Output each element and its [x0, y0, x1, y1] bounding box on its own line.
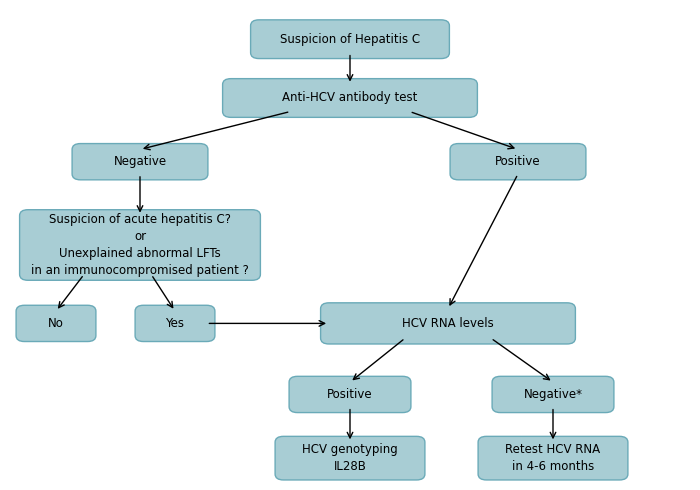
FancyBboxPatch shape [16, 305, 96, 342]
FancyBboxPatch shape [135, 305, 215, 342]
FancyBboxPatch shape [492, 376, 614, 413]
FancyBboxPatch shape [223, 78, 477, 117]
Text: Negative: Negative [113, 155, 167, 168]
FancyBboxPatch shape [289, 376, 411, 413]
Text: Yes: Yes [165, 317, 185, 330]
FancyBboxPatch shape [478, 436, 628, 480]
FancyBboxPatch shape [251, 20, 449, 58]
Text: No: No [48, 317, 64, 330]
Text: Anti-HCV antibody test: Anti-HCV antibody test [282, 92, 418, 104]
FancyBboxPatch shape [275, 436, 425, 480]
Text: Negative*: Negative* [524, 388, 582, 401]
Text: Positive: Positive [327, 388, 373, 401]
Text: Positive: Positive [495, 155, 541, 168]
Text: HCV RNA levels: HCV RNA levels [402, 317, 494, 330]
FancyBboxPatch shape [321, 303, 575, 344]
FancyBboxPatch shape [20, 210, 260, 280]
Text: Suspicion of acute hepatitis C?
or
Unexplained abnormal LFTs
in an immunocomprom: Suspicion of acute hepatitis C? or Unexp… [31, 213, 249, 277]
Text: Retest HCV RNA
in 4-6 months: Retest HCV RNA in 4-6 months [505, 443, 601, 473]
FancyBboxPatch shape [72, 144, 208, 180]
FancyBboxPatch shape [450, 144, 586, 180]
Text: HCV genotyping
IL28B: HCV genotyping IL28B [302, 443, 398, 473]
Text: Suspicion of Hepatitis C: Suspicion of Hepatitis C [280, 33, 420, 46]
